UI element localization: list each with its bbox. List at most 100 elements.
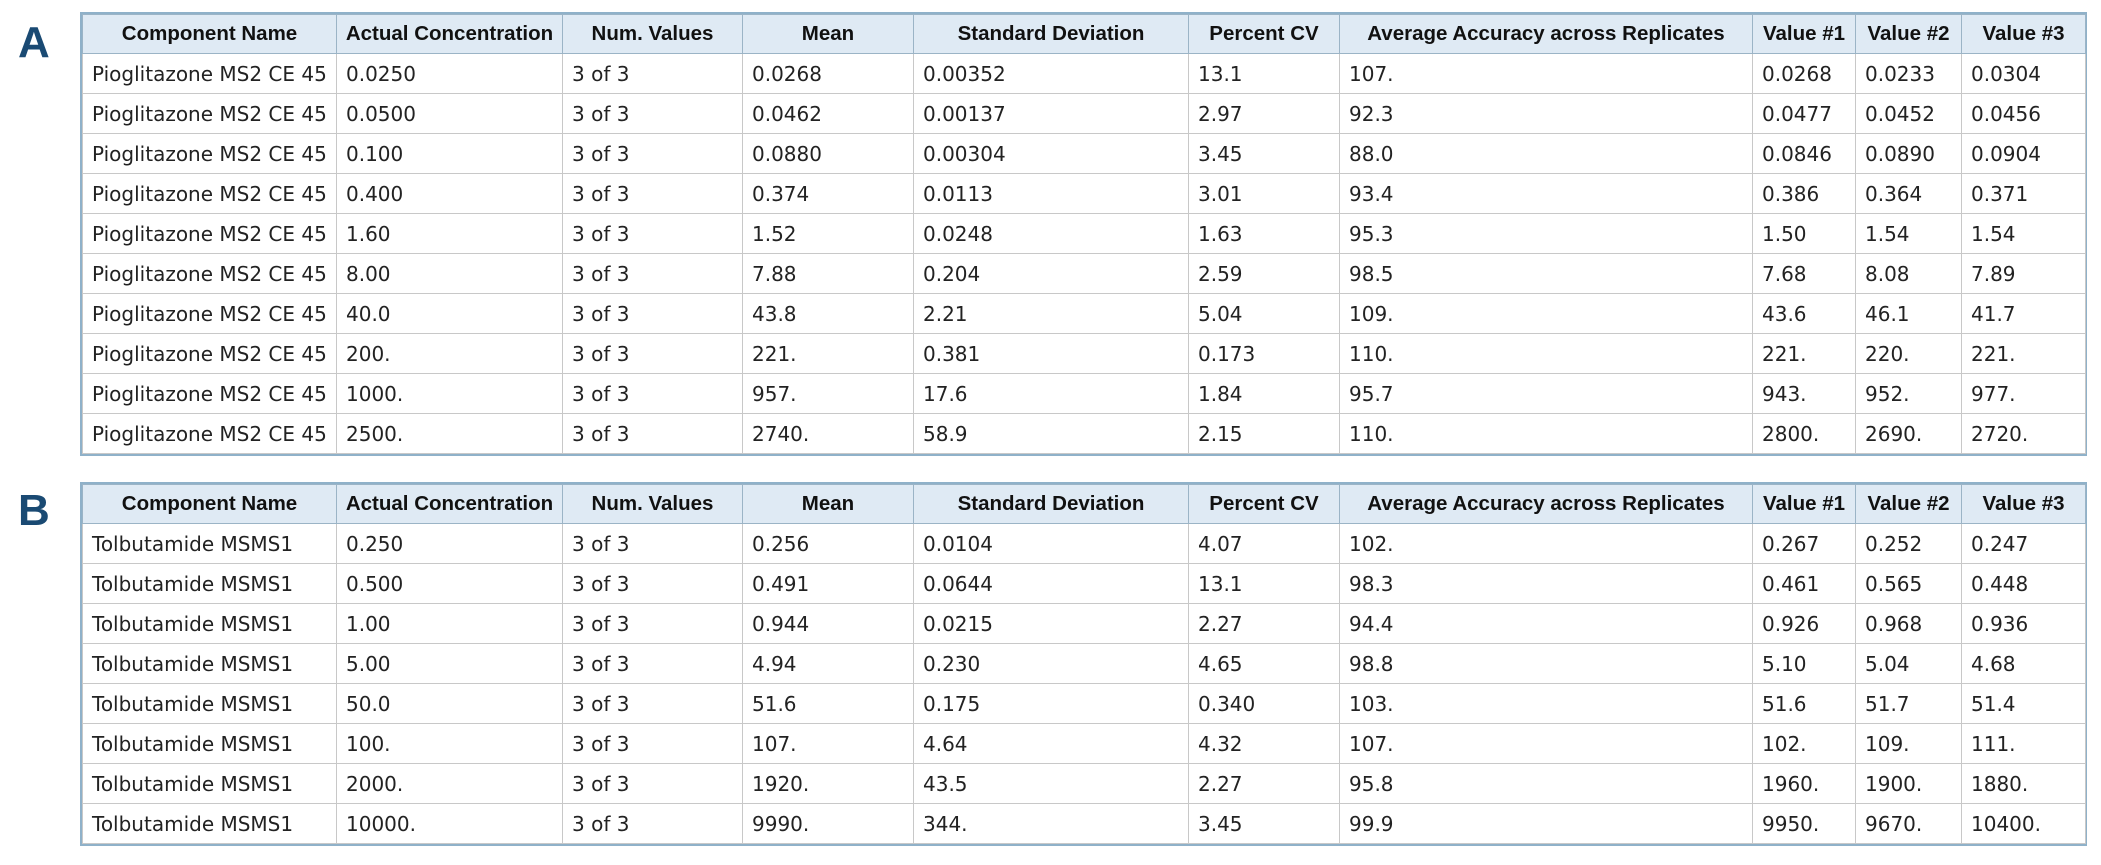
cell-standard-deviation[interactable]: 4.64 bbox=[913, 723, 1189, 764]
cell-num-values[interactable]: 3 of 3 bbox=[562, 563, 743, 604]
cell-actual-concentration[interactable]: 0.400 bbox=[336, 173, 563, 214]
cell-average-accuracy[interactable]: 102. bbox=[1339, 523, 1753, 564]
cell-actual-concentration[interactable]: 200. bbox=[336, 333, 563, 374]
cell-value-3[interactable]: 2720. bbox=[1961, 413, 2086, 454]
cell-average-accuracy[interactable]: 107. bbox=[1339, 723, 1753, 764]
cell-component-name[interactable]: Tolbutamide MSMS1 bbox=[82, 523, 337, 564]
cell-value-3[interactable]: 977. bbox=[1961, 373, 2086, 414]
cell-num-values[interactable]: 3 of 3 bbox=[562, 53, 743, 94]
cell-component-name[interactable]: Pioglitazone MS2 CE 45 bbox=[82, 93, 337, 134]
cell-mean[interactable]: 0.374 bbox=[742, 173, 914, 214]
cell-percent-cv[interactable]: 0.340 bbox=[1188, 683, 1340, 724]
cell-actual-concentration[interactable]: 100. bbox=[336, 723, 563, 764]
cell-value-2[interactable]: 0.968 bbox=[1855, 603, 1962, 644]
cell-value-2[interactable]: 0.565 bbox=[1855, 563, 1962, 604]
cell-value-2[interactable]: 1.54 bbox=[1855, 213, 1962, 254]
cell-num-values[interactable]: 3 of 3 bbox=[562, 723, 743, 764]
cell-value-3[interactable]: 0.0304 bbox=[1961, 53, 2086, 94]
column-header-num-values[interactable]: Num. Values bbox=[562, 14, 743, 54]
cell-num-values[interactable]: 3 of 3 bbox=[562, 643, 743, 684]
cell-actual-concentration[interactable]: 50.0 bbox=[336, 683, 563, 724]
cell-standard-deviation[interactable]: 0.0248 bbox=[913, 213, 1189, 254]
cell-value-1[interactable]: 43.6 bbox=[1752, 293, 1856, 334]
cell-value-1[interactable]: 9950. bbox=[1752, 803, 1856, 844]
cell-component-name[interactable]: Pioglitazone MS2 CE 45 bbox=[82, 53, 337, 94]
cell-standard-deviation[interactable]: 0.175 bbox=[913, 683, 1189, 724]
cell-actual-concentration[interactable]: 1.00 bbox=[336, 603, 563, 644]
cell-mean[interactable]: 0.0462 bbox=[742, 93, 914, 134]
cell-value-1[interactable]: 1960. bbox=[1752, 763, 1856, 804]
table-row[interactable]: Tolbutamide MSMS1 0.250 3 of 3 0.256 0.0104 4… bbox=[82, 523, 2086, 564]
cell-percent-cv[interactable]: 1.63 bbox=[1188, 213, 1340, 254]
cell-average-accuracy[interactable]: 93.4 bbox=[1339, 173, 1753, 214]
cell-value-2[interactable]: 8.08 bbox=[1855, 253, 1962, 294]
cell-percent-cv[interactable]: 5.04 bbox=[1188, 293, 1340, 334]
cell-component-name[interactable]: Tolbutamide MSMS1 bbox=[82, 763, 337, 804]
column-header-actual-concentration[interactable]: Actual Concentration bbox=[336, 14, 563, 54]
cell-percent-cv[interactable]: 3.45 bbox=[1188, 133, 1340, 174]
cell-actual-concentration[interactable]: 0.100 bbox=[336, 133, 563, 174]
cell-standard-deviation[interactable]: 0.230 bbox=[913, 643, 1189, 684]
cell-component-name[interactable]: Pioglitazone MS2 CE 45 bbox=[82, 213, 337, 254]
cell-actual-concentration[interactable]: 0.250 bbox=[336, 523, 563, 564]
cell-num-values[interactable]: 3 of 3 bbox=[562, 93, 743, 134]
column-header-value-3[interactable]: Value #3 bbox=[1961, 484, 2086, 524]
cell-value-1[interactable]: 0.0477 bbox=[1752, 93, 1856, 134]
cell-percent-cv[interactable]: 1.84 bbox=[1188, 373, 1340, 414]
cell-component-name[interactable]: Pioglitazone MS2 CE 45 bbox=[82, 413, 337, 454]
cell-standard-deviation[interactable]: 0.0644 bbox=[913, 563, 1189, 604]
cell-percent-cv[interactable]: 2.15 bbox=[1188, 413, 1340, 454]
cell-value-3[interactable]: 10400. bbox=[1961, 803, 2086, 844]
cell-average-accuracy[interactable]: 95.7 bbox=[1339, 373, 1753, 414]
cell-value-3[interactable]: 7.89 bbox=[1961, 253, 2086, 294]
cell-component-name[interactable]: Pioglitazone MS2 CE 45 bbox=[82, 333, 337, 374]
table-row[interactable]: Pioglitazone MS2 CE 45 1.60 3 of 3 1.52 0.02… bbox=[82, 213, 2086, 254]
cell-component-name[interactable]: Pioglitazone MS2 CE 45 bbox=[82, 133, 337, 174]
column-header-value-2[interactable]: Value #2 bbox=[1855, 484, 1962, 524]
table-row[interactable]: Tolbutamide MSMS1 2000. 3 of 3 1920. 43.5 2.2… bbox=[82, 763, 2086, 804]
cell-value-1[interactable]: 0.267 bbox=[1752, 523, 1856, 564]
table-row[interactable]: Tolbutamide MSMS1 0.500 3 of 3 0.491 0.0644 1… bbox=[82, 563, 2086, 604]
cell-value-1[interactable]: 2800. bbox=[1752, 413, 1856, 454]
cell-num-values[interactable]: 3 of 3 bbox=[562, 683, 743, 724]
table-row[interactable]: Pioglitazone MS2 CE 45 0.400 3 of 3 0.374 0.… bbox=[82, 173, 2086, 214]
cell-component-name[interactable]: Tolbutamide MSMS1 bbox=[82, 683, 337, 724]
cell-num-values[interactable]: 3 of 3 bbox=[562, 133, 743, 174]
column-header-value-2[interactable]: Value #2 bbox=[1855, 14, 1962, 54]
cell-component-name[interactable]: Pioglitazone MS2 CE 45 bbox=[82, 173, 337, 214]
cell-mean[interactable]: 221. bbox=[742, 333, 914, 374]
cell-standard-deviation[interactable]: 0.00352 bbox=[913, 53, 1189, 94]
table-row[interactable]: Tolbutamide MSMS1 100. 3 of 3 107. 4.64 4.32 1… bbox=[82, 723, 2086, 764]
cell-mean[interactable]: 9990. bbox=[742, 803, 914, 844]
cell-value-2[interactable]: 0.0890 bbox=[1855, 133, 1962, 174]
cell-actual-concentration[interactable]: 2000. bbox=[336, 763, 563, 804]
cell-average-accuracy[interactable]: 107. bbox=[1339, 53, 1753, 94]
cell-percent-cv[interactable]: 13.1 bbox=[1188, 563, 1340, 604]
column-header-mean[interactable]: Mean bbox=[742, 14, 914, 54]
cell-average-accuracy[interactable]: 110. bbox=[1339, 333, 1753, 374]
cell-num-values[interactable]: 3 of 3 bbox=[562, 213, 743, 254]
cell-value-3[interactable]: 0.0904 bbox=[1961, 133, 2086, 174]
cell-value-2[interactable]: 0.364 bbox=[1855, 173, 1962, 214]
cell-value-3[interactable]: 0.448 bbox=[1961, 563, 2086, 604]
cell-average-accuracy[interactable]: 95.8 bbox=[1339, 763, 1753, 804]
table-row[interactable]: Tolbutamide MSMS1 10000. 3 of 3 9990. 344. 3.… bbox=[82, 803, 2086, 844]
cell-mean[interactable]: 1.52 bbox=[742, 213, 914, 254]
cell-num-values[interactable]: 3 of 3 bbox=[562, 293, 743, 334]
table-row[interactable]: Pioglitazone MS2 CE 45 2500. 3 of 3 2740. 58… bbox=[82, 413, 2086, 454]
cell-num-values[interactable]: 3 of 3 bbox=[562, 413, 743, 454]
cell-num-values[interactable]: 3 of 3 bbox=[562, 523, 743, 564]
column-header-average-accuracy[interactable]: Average Accuracy across Replicates bbox=[1339, 484, 1753, 524]
cell-average-accuracy[interactable]: 98.5 bbox=[1339, 253, 1753, 294]
cell-standard-deviation[interactable]: 17.6 bbox=[913, 373, 1189, 414]
cell-value-2[interactable]: 0.252 bbox=[1855, 523, 1962, 564]
cell-value-2[interactable]: 0.0452 bbox=[1855, 93, 1962, 134]
table-row[interactable]: Tolbutamide MSMS1 50.0 3 of 3 51.6 0.175 0.34… bbox=[82, 683, 2086, 724]
cell-actual-concentration[interactable]: 5.00 bbox=[336, 643, 563, 684]
cell-actual-concentration[interactable]: 0.500 bbox=[336, 563, 563, 604]
cell-value-3[interactable]: 41.7 bbox=[1961, 293, 2086, 334]
cell-value-1[interactable]: 7.68 bbox=[1752, 253, 1856, 294]
column-header-component-name[interactable]: Component Name bbox=[82, 14, 337, 54]
column-header-mean[interactable]: Mean bbox=[742, 484, 914, 524]
table-row[interactable]: Pioglitazone MS2 CE 45 8.00 3 of 3 7.88 0.20… bbox=[82, 253, 2086, 294]
